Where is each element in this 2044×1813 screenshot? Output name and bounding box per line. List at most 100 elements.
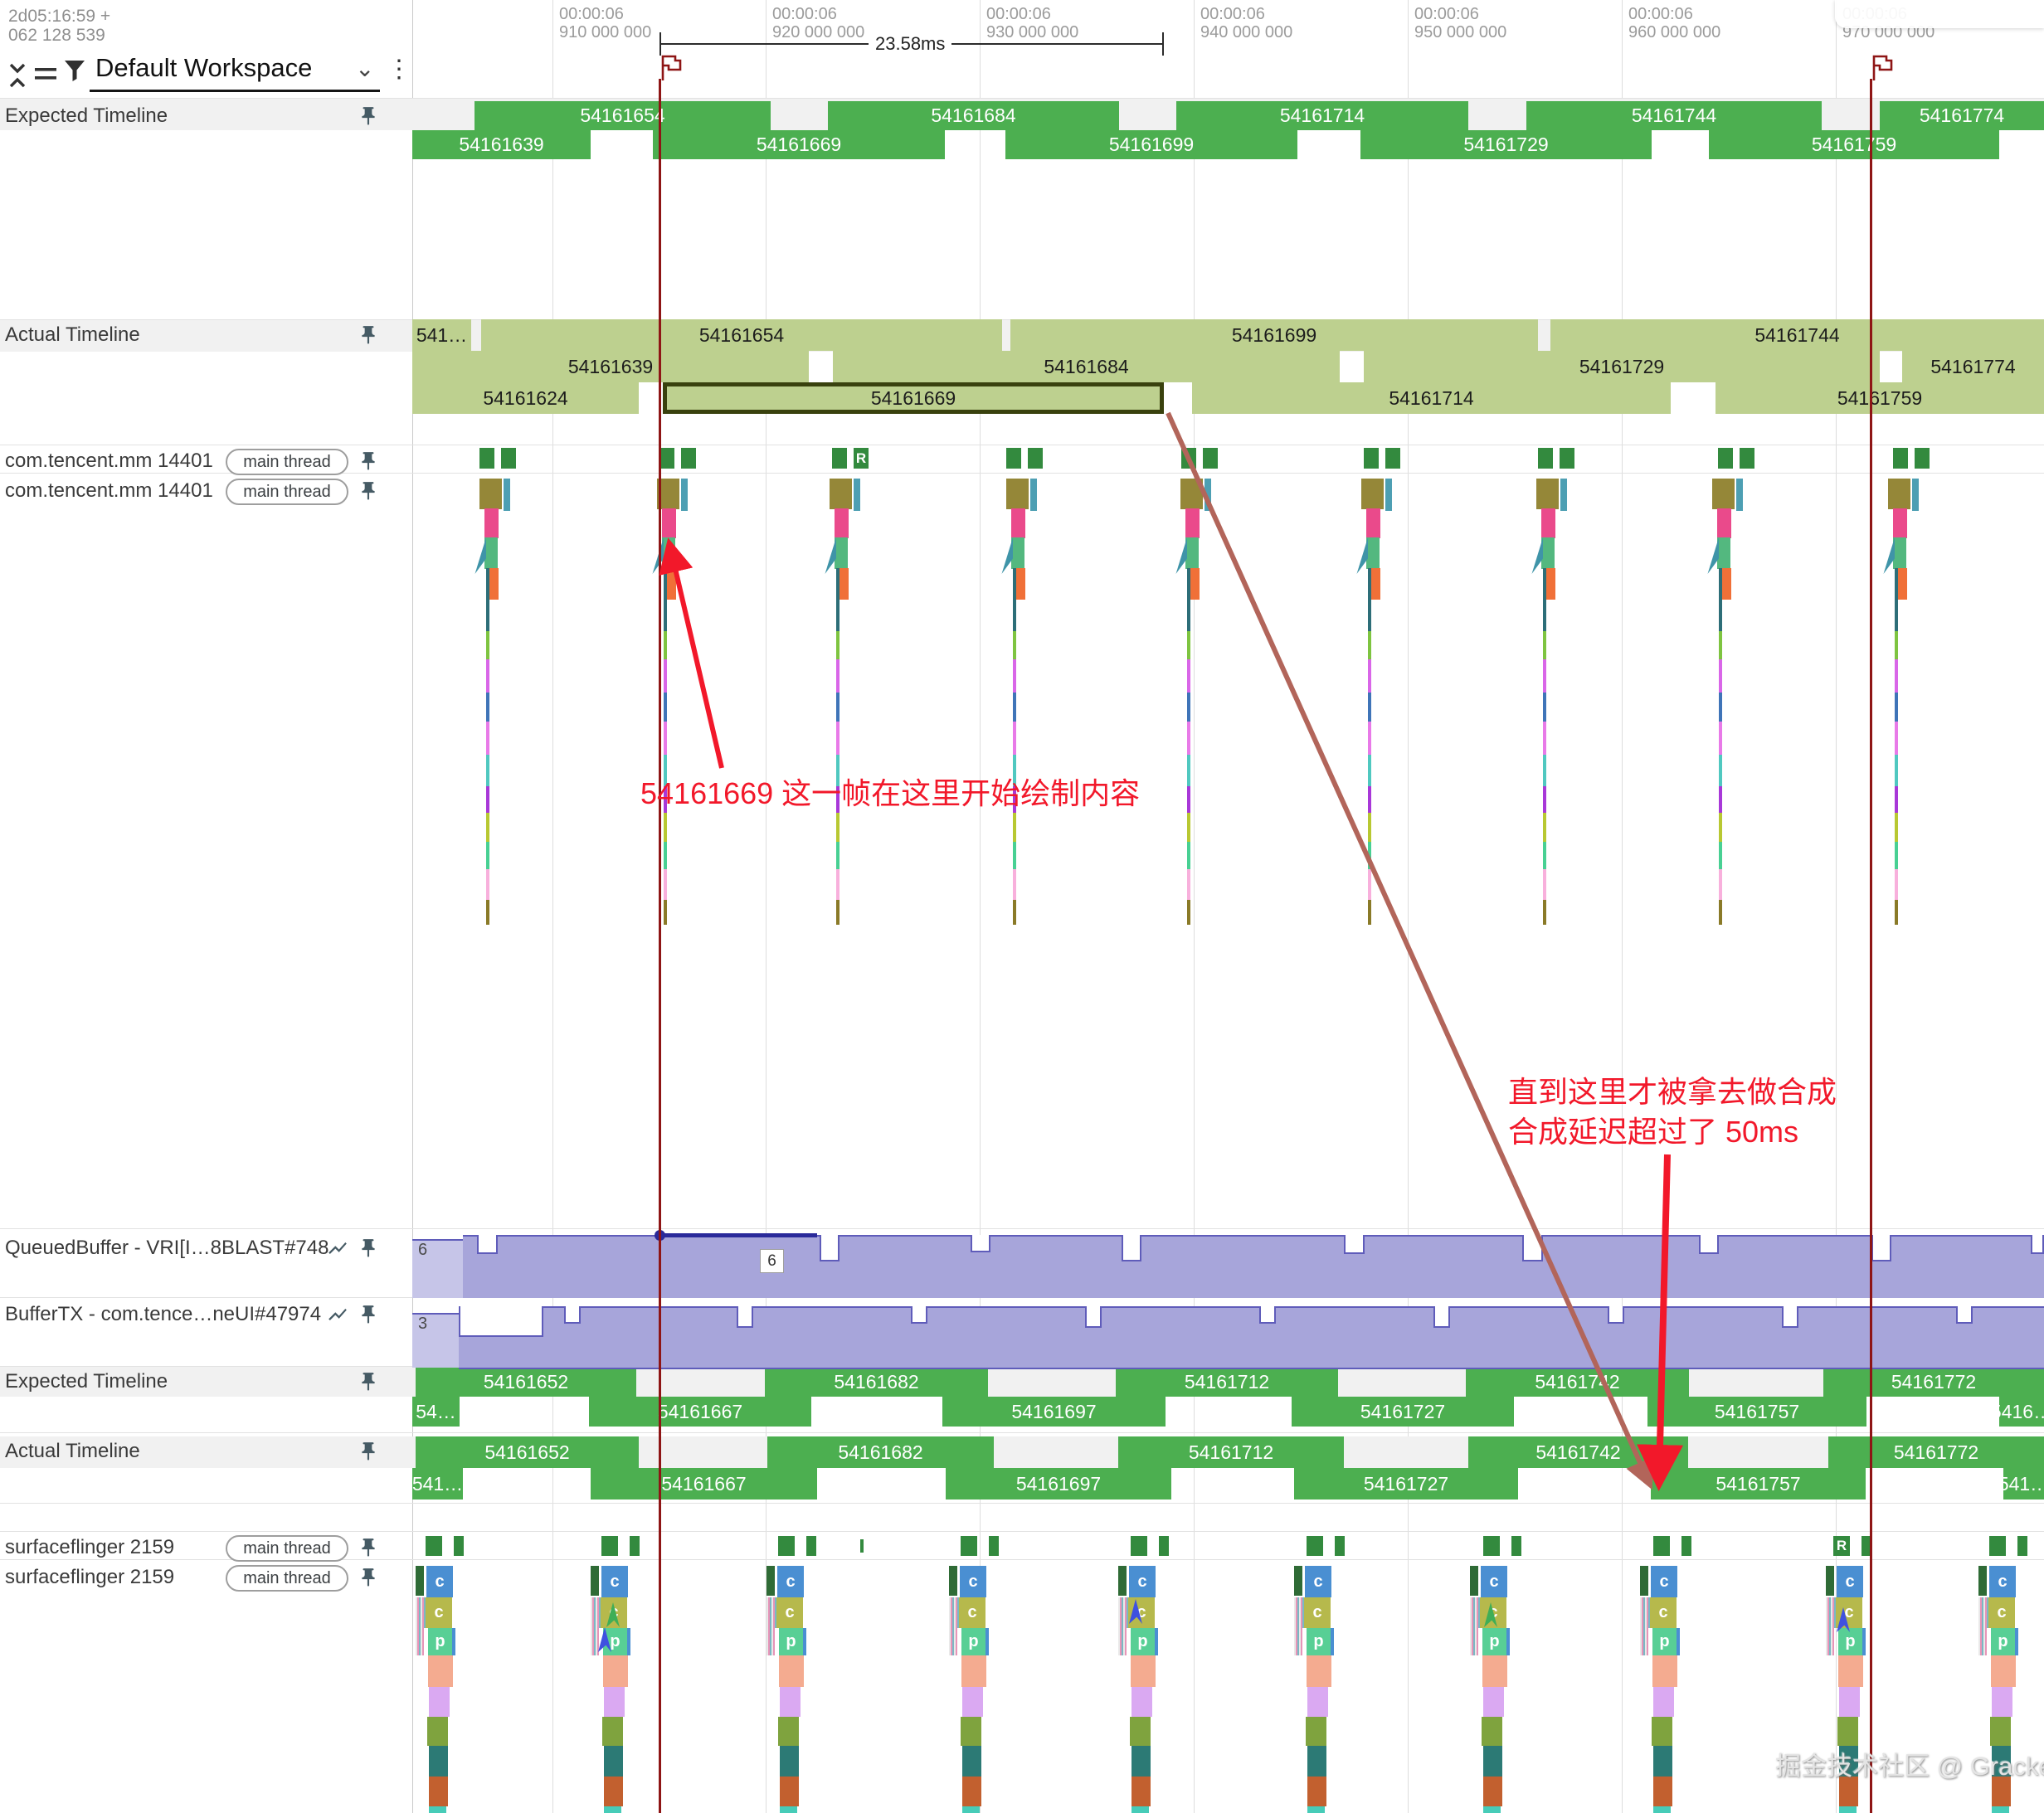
- mm-slice-tail[interactable]: [1895, 693, 1898, 722]
- sf-slice[interactable]: [1307, 1536, 1323, 1556]
- frame-bar[interactable]: 54161729: [1360, 130, 1652, 159]
- mm-slice-block[interactable]: [1888, 479, 1910, 509]
- sf-slice-block[interactable]: [1826, 1566, 1834, 1596]
- sf-slice-block[interactable]: [986, 1628, 989, 1655]
- mm-slice-tail[interactable]: [1543, 786, 1546, 813]
- mm-slice-tail[interactable]: [1719, 722, 1722, 755]
- sf-slice[interactable]: [630, 1536, 640, 1556]
- track-title-row[interactable]: BufferTX - com.tence…neUI#47974: [0, 1301, 412, 1329]
- sf-slice-block[interactable]: [949, 1628, 957, 1655]
- mm-slice-tail[interactable]: [1543, 631, 1546, 659]
- mm-slice-tail[interactable]: [836, 659, 840, 693]
- mm-slice-block[interactable]: [484, 508, 499, 538]
- sf-slice-block[interactable]: [1653, 1806, 1671, 1813]
- sf-slice-block[interactable]: [591, 1597, 601, 1628]
- mm-slice-block[interactable]: [1736, 479, 1743, 511]
- sf-slice[interactable]: [1989, 1536, 2006, 1556]
- mm-slice-tail[interactable]: [1368, 869, 1371, 900]
- mm-slice-tail[interactable]: [1543, 869, 1546, 900]
- sf-slice-block[interactable]: [778, 1717, 799, 1746]
- sf-slice-block[interactable]: [803, 1628, 806, 1655]
- sf-slice-block[interactable]: [429, 1687, 450, 1717]
- sf-slice-block[interactable]: [1306, 1717, 1326, 1746]
- mm-slice-block[interactable]: [835, 537, 848, 569]
- mm-slice-block[interactable]: [1560, 479, 1567, 511]
- mm-slice-block[interactable]: [1898, 568, 1907, 600]
- mm-slice-tail[interactable]: [836, 900, 840, 925]
- sf-slice-block[interactable]: [1294, 1628, 1302, 1655]
- sf-slice-block[interactable]: [1826, 1597, 1836, 1628]
- mm-slice-block[interactable]: [1719, 568, 1722, 631]
- mm-slice[interactable]: [1181, 448, 1196, 469]
- mm-slice-tail[interactable]: [486, 722, 489, 755]
- frame-bar[interactable]: 54…: [412, 1397, 460, 1427]
- pin-track-icon[interactable]: [358, 480, 379, 502]
- frame-bar[interactable]: 54161654: [481, 319, 1002, 351]
- sf-slice-block[interactable]: [416, 1628, 424, 1655]
- sf-slice-block[interactable]: [429, 1746, 448, 1777]
- sf-slice-block[interactable]: [1482, 1717, 1502, 1746]
- mm-slice-tail[interactable]: [664, 786, 667, 813]
- sf-slice-block[interactable]: [1132, 1806, 1149, 1813]
- mm-slice-tail[interactable]: [486, 813, 489, 842]
- pin-track-icon[interactable]: [358, 105, 379, 127]
- mm-slice-tail[interactable]: [1187, 693, 1190, 722]
- mm-slice[interactable]: [1364, 448, 1379, 469]
- sf-slice-block[interactable]: [1990, 1717, 2011, 1746]
- mm-slice-tail[interactable]: [1187, 813, 1190, 842]
- sf-slice-block[interactable]: [1307, 1806, 1325, 1813]
- frame-bar[interactable]: 54161652: [416, 1367, 636, 1397]
- mm-slice-tail[interactable]: [1187, 722, 1190, 755]
- mm-slice-block[interactable]: [486, 568, 489, 631]
- mm-slice-tail[interactable]: [1187, 631, 1190, 659]
- frame-bar[interactable]: 54161699: [1005, 130, 1297, 159]
- mm-slice-tail[interactable]: [1719, 869, 1722, 900]
- mm-slice-block[interactable]: [836, 568, 840, 631]
- mm-slice-tail[interactable]: [1013, 693, 1016, 722]
- sf-slice-block[interactable]: [1640, 1566, 1648, 1596]
- mm-slice-tail[interactable]: [664, 722, 667, 755]
- mm-slice-tail[interactable]: [1013, 900, 1016, 925]
- buffer-tx-start[interactable]: [412, 1313, 459, 1368]
- mm-slice-tail[interactable]: [1013, 813, 1016, 842]
- sf-slice[interactable]: [1335, 1536, 1345, 1556]
- mm-slice-tail[interactable]: [1368, 813, 1371, 842]
- pin-track-icon[interactable]: [358, 1237, 379, 1259]
- frame-bar[interactable]: 54161714: [1192, 382, 1671, 414]
- mm-slice-block[interactable]: [1204, 479, 1211, 511]
- sf-slice-block[interactable]: [602, 1717, 623, 1746]
- mm-slice-tail[interactable]: [1719, 900, 1722, 925]
- sf-slice-block[interactable]: [429, 1806, 446, 1813]
- mm-slice-block[interactable]: [1546, 568, 1555, 600]
- sf-slice-block[interactable]: [2015, 1628, 2018, 1655]
- mm-slice-tail[interactable]: [1543, 755, 1546, 786]
- mm-slice-tail[interactable]: [1013, 786, 1016, 813]
- sf-slice-block[interactable]: p: [428, 1628, 452, 1655]
- mm-slice-tail[interactable]: [1543, 900, 1546, 925]
- sf-slice-block[interactable]: [1839, 1746, 1858, 1777]
- sf-slice-block[interactable]: [1307, 1655, 1331, 1687]
- sf-slice-block[interactable]: [1653, 1746, 1672, 1777]
- sf-slice-block[interactable]: c: [960, 1566, 986, 1597]
- mm-slice-tail[interactable]: [836, 786, 840, 813]
- chevron-down-icon[interactable]: ⌄: [355, 56, 375, 81]
- mm-slice[interactable]: [1718, 448, 1733, 469]
- mm-slice-tail[interactable]: [836, 722, 840, 755]
- sf-slice-block[interactable]: c: [426, 1597, 452, 1628]
- sf-slice-block[interactable]: [1640, 1628, 1648, 1655]
- sf-slice-block[interactable]: [1991, 1655, 2016, 1687]
- mm-slice-block[interactable]: [1893, 508, 1907, 538]
- mm-slice-tail[interactable]: [1895, 842, 1898, 869]
- mm-slice[interactable]: [832, 448, 847, 469]
- mm-slice-block[interactable]: [681, 479, 688, 511]
- mm-slice-block[interactable]: [1013, 568, 1016, 631]
- mm-slice-block[interactable]: [830, 479, 852, 509]
- sf-slice-block[interactable]: [962, 1806, 980, 1813]
- sf-slice-block[interactable]: [1826, 1628, 1834, 1655]
- mm-slice-tail[interactable]: [1543, 659, 1546, 693]
- mm-slice-tail[interactable]: [1719, 755, 1722, 786]
- sf-slice-block[interactable]: [1640, 1597, 1650, 1628]
- frame-bar[interactable]: 54161669: [653, 130, 945, 159]
- mm-slice-tail[interactable]: [1895, 786, 1898, 813]
- flag-icon[interactable]: [658, 53, 683, 81]
